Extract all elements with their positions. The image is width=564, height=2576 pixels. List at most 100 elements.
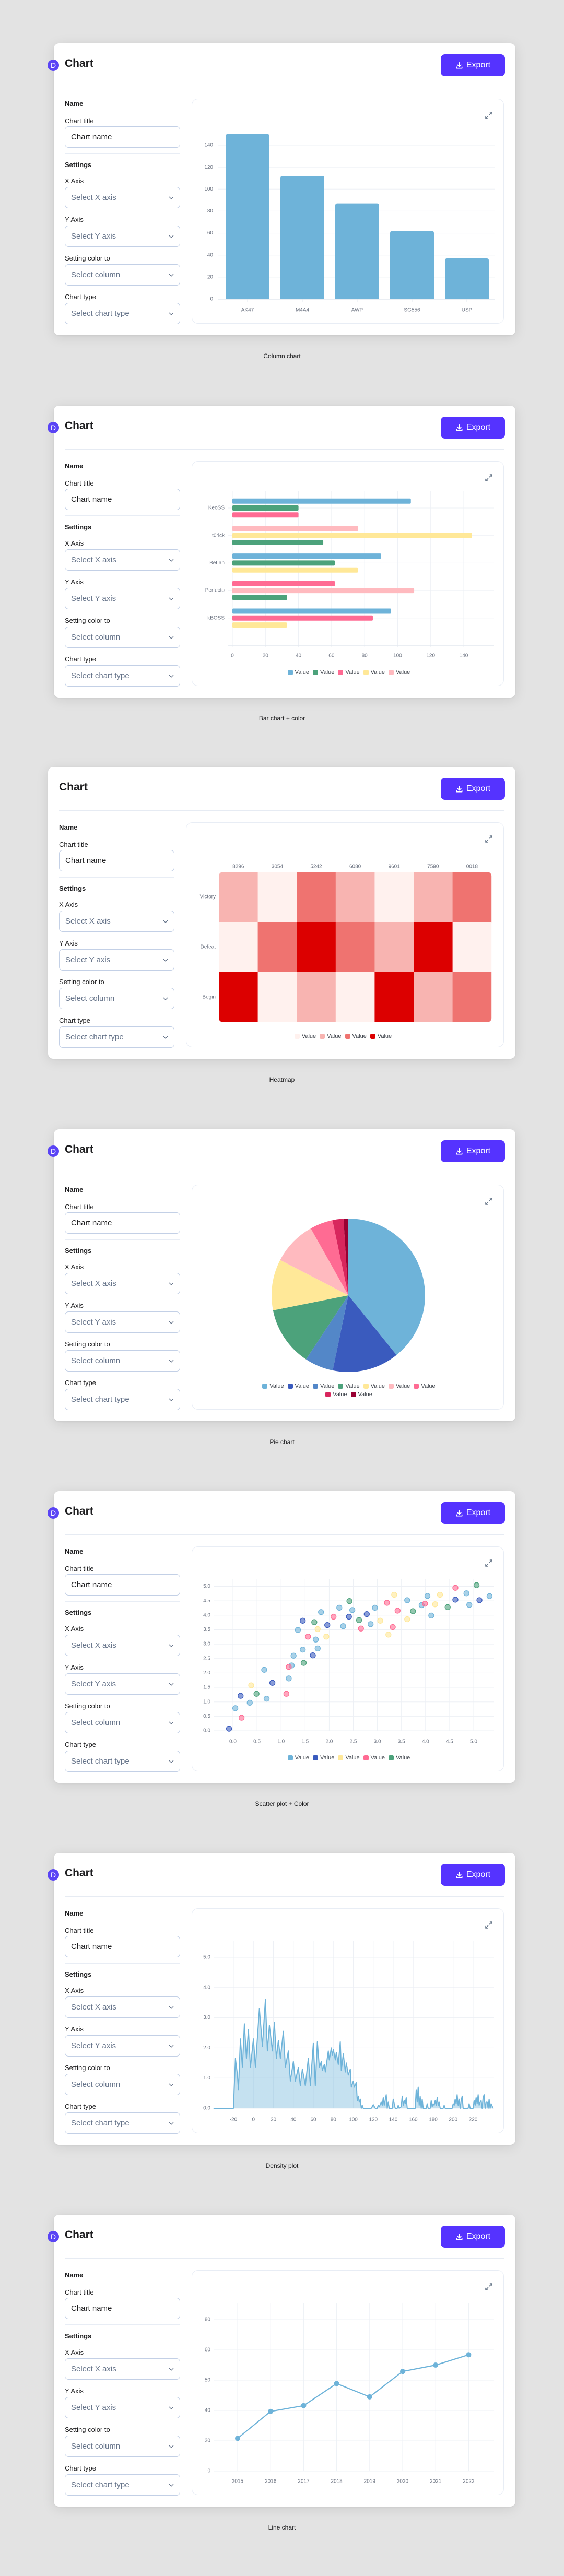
color-column-select[interactable]: Select column — [65, 1350, 180, 1372]
legend-item[interactable]: Value — [287, 1383, 309, 1389]
x-tick-label: 2016 — [265, 2479, 277, 2485]
scatter-point — [283, 1691, 289, 1697]
x-axis-select[interactable]: Select X axis — [65, 1635, 180, 1656]
legend-item[interactable]: Value — [325, 1391, 347, 1398]
scatter-point — [363, 1611, 370, 1617]
color-placeholder: Select column — [71, 2080, 121, 2089]
x-axis-select[interactable]: Select X axis — [65, 187, 180, 208]
legend-item[interactable]: Value — [313, 1755, 334, 1761]
chart-title-input[interactable]: Chart name — [65, 126, 180, 148]
chart-type-select[interactable]: Select chart type — [65, 1389, 180, 1410]
expand-icon[interactable] — [485, 1559, 493, 1567]
chart-title-input[interactable]: Chart name — [65, 1574, 180, 1596]
y-axis-select[interactable]: Select Y axis — [65, 1311, 180, 1333]
chart-type-select[interactable]: Select chart type — [65, 2474, 180, 2496]
legend-item[interactable]: Value — [294, 1033, 316, 1039]
legend-item[interactable]: Value — [363, 1383, 385, 1389]
x-tick-label: 3054 — [272, 864, 284, 870]
heatmap-cell — [452, 872, 492, 923]
legend-item[interactable]: Value — [313, 1383, 334, 1389]
export-button[interactable]: Export — [441, 417, 505, 439]
color-column-select[interactable]: Select column — [65, 2436, 180, 2457]
export-button[interactable]: Export — [441, 54, 505, 76]
color-column-select[interactable]: Select column — [65, 627, 180, 648]
settings-heading: Settings — [65, 161, 92, 169]
y-axis-select[interactable]: Select Y axis — [65, 226, 180, 247]
expand-icon[interactable] — [485, 2283, 493, 2291]
chart-type-select[interactable]: Select chart type — [65, 665, 180, 687]
expand-icon[interactable] — [485, 835, 493, 843]
name-heading: Name — [65, 2271, 84, 2279]
color-column-select[interactable]: Select column — [65, 264, 180, 286]
y-axis-select[interactable]: Select Y axis — [65, 2035, 180, 2057]
legend-item[interactable]: Value — [338, 1383, 360, 1389]
header-divider — [65, 449, 504, 450]
x-axis-select[interactable]: Select X axis — [65, 1996, 180, 2018]
expand-icon[interactable] — [485, 111, 493, 120]
legend-item[interactable]: Value — [338, 669, 360, 676]
expand-icon[interactable] — [485, 1197, 493, 1206]
scatter-point — [384, 1600, 390, 1606]
export-button[interactable]: Export — [441, 778, 505, 800]
color-column-select[interactable]: Select column — [59, 988, 174, 1009]
y-tick-label: Perfecto — [205, 588, 225, 594]
export-button[interactable]: Export — [441, 1502, 505, 1524]
chart-type-select[interactable]: Select chart type — [65, 303, 180, 324]
y-axis-select[interactable]: Select Y axis — [65, 2397, 180, 2418]
legend-label: Value — [320, 1755, 335, 1761]
scatter-point — [295, 1627, 301, 1633]
y-tick-label: Defeat — [201, 944, 216, 950]
legend-item[interactable]: Value — [287, 1755, 309, 1761]
export-button[interactable]: Export — [441, 1864, 505, 1886]
scatter-point — [286, 1675, 292, 1682]
chart-title-label: Chart title — [59, 841, 88, 848]
y-tick-label: 40 — [205, 2408, 211, 2414]
chart-panel: 0 20 40 60 80 100 120 140 AK47 M4A4 AWP SG556 USP — [192, 99, 504, 324]
legend-item[interactable]: Value — [388, 1755, 410, 1761]
y-axis-select[interactable]: Select Y axis — [65, 588, 180, 609]
chart-title-label: Chart title — [65, 1927, 94, 1934]
legend-item[interactable]: Value — [262, 1383, 284, 1389]
legend-item[interactable]: Value — [388, 1383, 410, 1389]
legend-item[interactable]: Value — [313, 669, 334, 676]
y-axis-select[interactable]: Select Y axis — [59, 949, 174, 971]
chart-type-select[interactable]: Select chart type — [65, 2112, 180, 2134]
chart-title-input[interactable]: Chart name — [59, 850, 174, 871]
heatmap-cell — [414, 972, 453, 1022]
y-tick-label: KeoSS — [208, 505, 225, 511]
chart-type-select[interactable]: Select chart type — [59, 1026, 174, 1048]
legend-item[interactable]: Value — [388, 669, 410, 676]
heatmap-cell — [257, 922, 297, 973]
color-column-select[interactable]: Select column — [65, 1712, 180, 1733]
legend-item[interactable]: Value — [363, 669, 385, 676]
chart-title-input[interactable]: Chart name — [65, 1212, 180, 1234]
x-axis-select[interactable]: Select X axis — [65, 2358, 180, 2380]
chart-title-value: Chart name — [71, 1219, 112, 1227]
legend-item[interactable]: Value — [287, 669, 309, 676]
x-axis-select[interactable]: Select X axis — [59, 911, 174, 932]
legend-item[interactable]: Value — [414, 1383, 436, 1389]
chart-type-select[interactable]: Select chart type — [65, 1751, 180, 1772]
y-axis-select[interactable]: Select Y axis — [65, 1673, 180, 1695]
x-axis-select[interactable]: Select X axis — [65, 1273, 180, 1294]
legend-item[interactable]: Value — [338, 1755, 360, 1761]
expand-icon[interactable] — [485, 474, 493, 482]
export-button[interactable]: Export — [441, 2226, 505, 2248]
export-button[interactable]: Export — [441, 1140, 505, 1162]
legend-item[interactable]: Value — [363, 1755, 385, 1761]
heatmap-cell — [257, 872, 297, 923]
chart-title-input[interactable]: Chart name — [65, 489, 180, 510]
legend-item[interactable]: Value — [320, 1033, 342, 1039]
legend-item[interactable]: Value — [345, 1033, 367, 1039]
chart-title-label: Chart title — [65, 479, 94, 487]
card-title: Chart — [65, 2229, 93, 2241]
legend-item[interactable]: Value — [370, 1033, 392, 1039]
x-axis-select[interactable]: Select X axis — [65, 549, 180, 571]
x-tick-label: 5.0 — [470, 1739, 477, 1745]
expand-icon[interactable] — [485, 1921, 493, 1929]
x-axis-placeholder: Select X axis — [71, 2365, 116, 2373]
chart-title-input[interactable]: Chart name — [65, 2298, 180, 2319]
color-column-select[interactable]: Select column — [65, 2074, 180, 2095]
chart-title-input[interactable]: Chart name — [65, 1936, 180, 1957]
legend-item[interactable]: Value — [350, 1391, 372, 1398]
